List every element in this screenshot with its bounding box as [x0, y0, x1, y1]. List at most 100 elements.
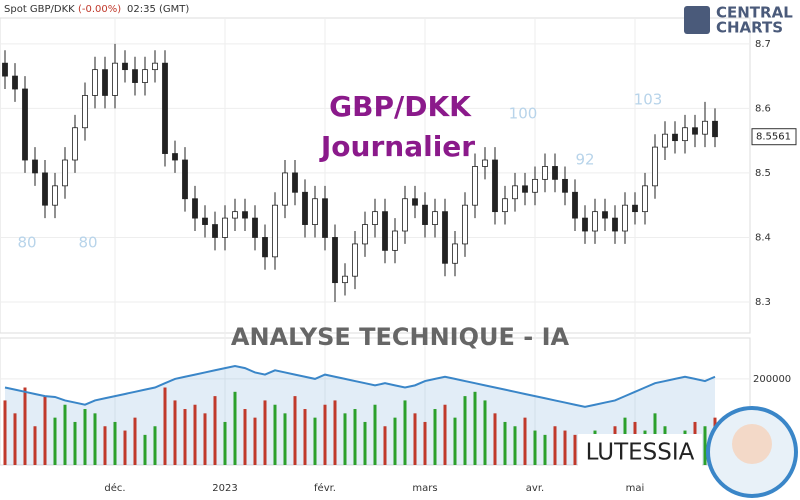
time: 02:35 (GMT): [127, 4, 189, 15]
candle-body: [272, 204, 278, 258]
candle-body: [522, 185, 528, 193]
y-tick-label: 8.7: [755, 39, 771, 50]
volume-bar: [23, 387, 27, 465]
volume-bar: [323, 404, 327, 465]
volume-bar: [183, 409, 187, 465]
candle-body: [652, 146, 658, 187]
candle-body: [512, 185, 518, 200]
volume-bar: [63, 404, 67, 465]
volume-bar: [273, 404, 277, 465]
candle-body: [642, 185, 648, 213]
watermark-label: 80: [17, 234, 36, 252]
watermark-label: 92: [575, 151, 594, 169]
candle-body: [142, 69, 148, 83]
candle-body: [342, 275, 348, 284]
volume-bar: [363, 421, 367, 465]
candle-body: [132, 69, 138, 83]
candle-body: [572, 191, 578, 219]
volume-bar: [543, 434, 547, 465]
candle-body: [442, 211, 448, 264]
x-tick-label: mai: [626, 483, 645, 494]
volume-bar: [133, 417, 137, 465]
candle-body: [352, 243, 358, 277]
x-tick-label: avr.: [526, 483, 544, 494]
volume-bar: [53, 417, 57, 465]
volume-bar: [443, 404, 447, 465]
candle-body: [312, 198, 318, 225]
candle-body: [222, 217, 228, 238]
watermark-label: 100: [509, 105, 538, 123]
candle-body: [172, 153, 178, 161]
volume-bar: [533, 430, 537, 465]
volume-bar: [343, 413, 347, 465]
candle-body: [412, 198, 418, 206]
volume-bar: [123, 430, 127, 465]
volume-bar: [193, 404, 197, 465]
candle-body: [622, 204, 628, 232]
change: (-0.00%): [78, 4, 121, 15]
volume-bar: [703, 426, 707, 465]
avatar-face: [732, 424, 772, 464]
watermark-label: 80: [78, 234, 97, 252]
volume-bar: [203, 413, 207, 465]
volume-bar: [263, 400, 267, 465]
volume-bar: [473, 391, 477, 465]
volume-bar: [373, 404, 377, 465]
volume-bar: [503, 421, 507, 465]
candle-body: [282, 172, 288, 206]
candle-body: [102, 69, 108, 96]
candle-body: [432, 211, 438, 225]
volume-bar: [233, 391, 237, 465]
candle-body: [562, 178, 568, 193]
candle-body: [552, 166, 558, 180]
candle-body: [582, 217, 588, 232]
volume-bar: [553, 426, 557, 465]
candle-body: [502, 198, 508, 213]
volume-bar: [523, 417, 527, 465]
candle-body: [472, 166, 478, 206]
candle-body: [542, 166, 548, 180]
volume-bar: [383, 426, 387, 465]
volume-bar: [103, 426, 107, 465]
candle-body: [72, 127, 78, 161]
volume-bar: [493, 413, 497, 465]
volume-bar: [413, 413, 417, 465]
candle-body: [162, 62, 168, 154]
y-tick-label: 200000: [753, 374, 791, 385]
x-tick-label: 2023: [212, 483, 237, 494]
candle-body: [202, 217, 208, 225]
candle-body: [82, 95, 88, 129]
candle-body: [122, 62, 128, 71]
candle-body: [682, 127, 688, 142]
candle-body: [12, 75, 18, 90]
candle-body: [602, 211, 608, 219]
candle-body: [692, 127, 698, 135]
candle-body: [212, 224, 218, 238]
brand: LUTESSIA: [586, 440, 695, 466]
candle-body: [2, 62, 8, 77]
candle-body: [702, 120, 708, 135]
candle-body: [302, 191, 308, 225]
candle-body: [482, 159, 488, 167]
watermark-label: 103: [634, 91, 663, 109]
candle-body: [112, 62, 118, 96]
candle-body: [382, 211, 388, 251]
volume-bar: [353, 409, 357, 465]
candle-body: [462, 204, 468, 245]
volume-bar: [283, 413, 287, 465]
candle-body: [42, 172, 48, 206]
candle-body: [32, 159, 38, 174]
candle-body: [422, 204, 428, 225]
candle-body: [402, 198, 408, 232]
volume-bar: [143, 434, 147, 465]
volume-bar: [313, 417, 317, 465]
candle-body: [362, 224, 368, 245]
x-tick-label: févr.: [314, 482, 336, 494]
volume-bar: [73, 421, 77, 465]
logo-top: CENTRAL: [716, 4, 793, 22]
candle-body: [252, 217, 258, 238]
candle-body: [632, 204, 638, 213]
volume-line: [4, 364, 716, 408]
candle-body: [612, 217, 618, 232]
